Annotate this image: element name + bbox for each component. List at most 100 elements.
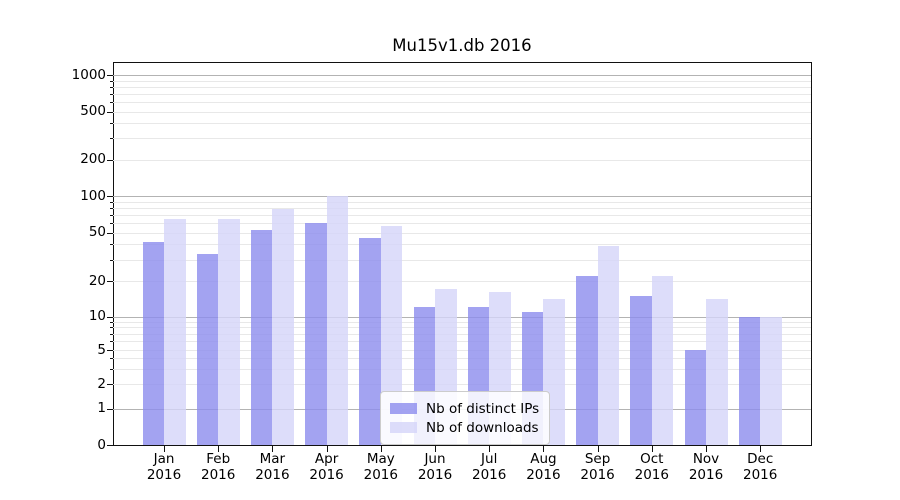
y-minor-tick-mark — [109, 123, 113, 125]
minor-gridline — [113, 327, 811, 329]
x-tick-label: Jun 2016 — [417, 451, 453, 483]
y-tick-label: 1 — [97, 400, 106, 416]
x-axis-line — [113, 445, 812, 446]
x-tick-mark — [164, 446, 165, 452]
minor-gridline — [113, 368, 811, 370]
y-tick-label: 20 — [88, 272, 106, 289]
minor-gridline — [113, 207, 811, 209]
y-minor-tick-mark — [109, 86, 113, 88]
x-tick-mark — [218, 446, 220, 452]
x-tick-mark — [597, 446, 599, 452]
bar-downloads — [706, 299, 728, 445]
legend-label-distinct-ips: Nb of distinct IPs — [426, 400, 540, 417]
x-tick-mark — [706, 446, 707, 452]
x-tick-label: May 2016 — [363, 451, 398, 483]
bar-distinct-ips — [684, 350, 706, 445]
y-minor-tick-mark — [109, 341, 113, 343]
y-tick-mark — [107, 350, 113, 351]
minor-gridline — [113, 93, 811, 95]
y-axis-line — [113, 62, 114, 446]
x-tick-mark — [435, 446, 436, 452]
y-minor-tick-mark — [109, 327, 113, 329]
minor-gridline — [113, 214, 811, 216]
bar-downloads — [326, 196, 349, 445]
minor-gridline — [113, 111, 811, 113]
bar-distinct-ips — [630, 295, 652, 445]
y-tick-label: 5 — [97, 341, 106, 358]
y-minor-tick-mark — [109, 214, 113, 216]
bar-distinct-ips — [576, 275, 598, 445]
y-minor-tick-mark — [109, 259, 113, 261]
x-tick-mark — [326, 446, 328, 452]
minor-gridline — [113, 123, 811, 125]
y-tick-label: 0 — [97, 436, 106, 453]
y-tick-label: 1000 — [71, 66, 106, 83]
bar-distinct-ips — [359, 238, 381, 445]
y-minor-tick-mark — [109, 333, 113, 335]
y-tick-label: 2 — [97, 375, 106, 392]
minor-gridline — [113, 80, 811, 82]
legend-label-downloads: Nb of downloads — [426, 419, 539, 436]
minor-gridline — [113, 350, 811, 351]
legend: Nb of distinct IPs Nb of downloads — [380, 391, 551, 445]
x-tick-label: Sep 2016 — [580, 451, 615, 483]
y-minor-tick-mark — [109, 207, 113, 209]
x-tick-mark — [489, 446, 491, 452]
y-tick-mark — [107, 196, 113, 197]
bar-distinct-ips — [305, 222, 327, 445]
legend-item-downloads: Nb of downloads — [390, 418, 539, 437]
minor-gridline — [113, 321, 811, 323]
y-tick-mark — [107, 445, 113, 446]
y-tick-label: 10 — [88, 308, 106, 324]
bar-downloads — [164, 218, 186, 445]
y-tick-mark — [107, 111, 113, 113]
bar-downloads — [760, 316, 782, 445]
y-minor-tick-mark — [109, 368, 113, 370]
x-tick-label: Aug 2016 — [526, 451, 561, 483]
minor-gridline — [113, 201, 811, 203]
y-tick-label: 100 — [80, 187, 106, 204]
minor-gridline — [113, 86, 811, 88]
legend-item-distinct-ips: Nb of distinct IPs — [390, 399, 539, 418]
major-gridline — [113, 316, 811, 318]
y-tick-label: 50 — [88, 224, 106, 240]
bar-downloads — [272, 209, 294, 445]
legend-swatch-distinct-ips — [390, 403, 417, 414]
major-gridline — [113, 196, 811, 197]
minor-gridline — [113, 101, 811, 103]
minor-gridline — [113, 333, 811, 335]
minor-gridline — [113, 222, 811, 224]
y-tick-mark — [107, 75, 113, 76]
x-tick-label: Jul 2016 — [472, 451, 507, 483]
minor-gridline — [113, 259, 811, 261]
y-tick-mark — [107, 281, 113, 282]
bar-downloads — [597, 245, 620, 445]
plot-area — [113, 62, 811, 445]
chart-title: Mu15v1.db 2016 — [392, 36, 532, 55]
y-minor-tick-mark — [109, 80, 113, 82]
x-tick-label: Apr 2016 — [309, 451, 344, 483]
minor-gridline — [113, 384, 811, 385]
y-tick-mark — [107, 408, 113, 410]
y-tick-mark — [107, 232, 113, 234]
x-tick-label: Nov 2016 — [688, 451, 724, 483]
x-tick-label: Dec 2016 — [743, 451, 778, 483]
bar-downloads — [651, 275, 674, 445]
legend-swatch-downloads — [390, 422, 417, 433]
y-tick-label: 200 — [80, 151, 106, 167]
minor-gridline — [113, 232, 811, 234]
bar-distinct-ips — [196, 254, 219, 445]
minor-gridline — [113, 244, 811, 246]
bar-distinct-ips — [738, 316, 761, 445]
x-tick-mark — [760, 446, 762, 452]
y-tick-mark — [107, 384, 113, 385]
bar-downloads — [218, 218, 240, 445]
x-tick-mark — [543, 446, 545, 452]
bar-distinct-ips — [142, 241, 164, 445]
minor-gridline — [113, 159, 811, 161]
y-minor-tick-mark — [109, 138, 113, 140]
y-minor-tick-mark — [109, 201, 113, 203]
x-tick-mark — [272, 446, 274, 452]
bar-distinct-ips — [250, 230, 273, 445]
